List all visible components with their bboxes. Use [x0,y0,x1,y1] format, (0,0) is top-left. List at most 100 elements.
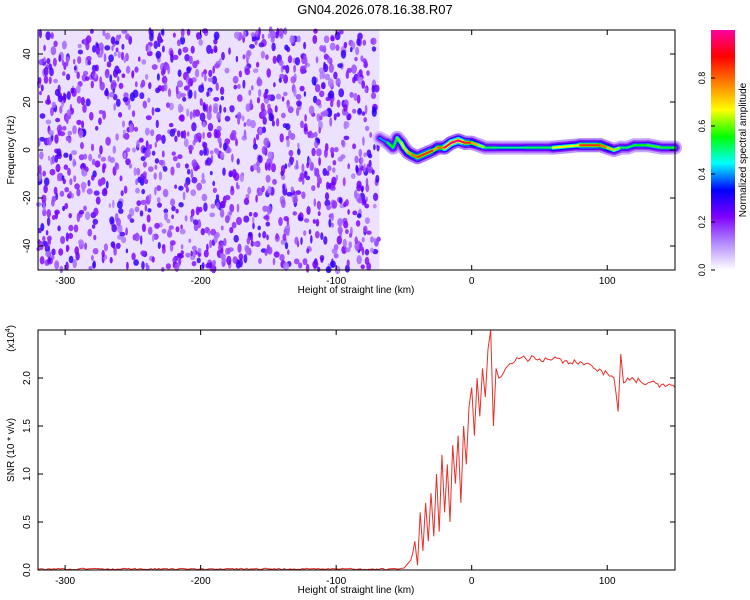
noise-speck [283,261,289,272]
noise-speck [54,88,60,97]
noise-speck [252,216,255,224]
ridge-segment [443,141,453,149]
noise-speck [203,69,208,75]
ridge-segment [477,144,487,149]
noise-speck [120,51,125,61]
noise-speck [263,137,270,147]
noise-speck [92,218,99,225]
noise-speck [249,44,255,49]
noise-speck [125,33,130,40]
noise-speck [323,63,329,73]
noise-speck [76,84,81,94]
noise-speck [340,154,346,159]
noise-speck [64,187,70,193]
noise-speck [39,256,45,265]
noise-speck [55,117,61,123]
noise-speck [219,201,225,208]
colorbar-label: Normalized spectral amplitude [738,82,749,217]
noise-speck [186,28,191,36]
noise-speck [206,44,212,55]
noise-speck [51,248,56,256]
noise-speck [123,132,130,140]
noise-speck [139,92,145,100]
noise-speck [359,242,363,252]
noise-speck [192,249,196,258]
noise-speck [90,143,95,152]
noise-speck [139,210,144,217]
noise-speck [319,255,325,261]
noise-speck [92,260,96,269]
noise-speck [46,137,52,146]
noise-speck [80,181,87,190]
noise-speck [85,35,92,44]
noise-speck [323,35,330,44]
noise-speck [53,186,58,195]
noise-speck [156,73,160,81]
noise-speck [357,107,362,115]
noise-speck [122,96,129,103]
ridge-segment [470,141,480,147]
noise-speck [154,107,161,113]
noise-speck [201,172,205,182]
noise-speck [210,203,216,209]
noise-speck [111,82,117,88]
noise-speck [190,189,196,197]
noise-speck [207,229,211,236]
noise-speck [188,55,193,65]
noise-speck [119,231,126,237]
noise-speck [362,136,365,146]
noise-speck [95,46,101,55]
ridge-segment [392,137,399,149]
noise-speck [178,202,184,208]
noise-speck [193,90,197,100]
noise-speck [166,218,171,224]
noise-speck [298,262,303,269]
noise-speck [125,65,131,74]
noise-speck [177,252,182,259]
noise-speck [371,169,375,175]
noise-speck [242,79,246,89]
noise-speck [58,54,62,62]
noise-speck [314,231,320,239]
noise-speck [295,93,302,100]
noise-speck [295,190,302,196]
noise-speck [174,263,180,272]
noise-speck [230,185,234,192]
noise-speck [313,198,317,207]
snr-series-line [37,329,676,571]
noise-speck [363,225,368,233]
noise-speck [220,225,224,231]
noise-speck [168,122,174,128]
noise-speck [93,190,100,196]
noise-speck [341,139,345,147]
noise-speck [154,141,158,148]
noise-speck [243,122,247,127]
noise-speck [45,242,49,250]
noise-speck [332,167,336,173]
noise-speck [313,28,318,34]
noise-speck [45,251,51,257]
noise-speck [69,178,73,186]
x-tick-label: -300 [55,576,75,587]
noise-speck [97,178,103,187]
x-tick-label: -200 [191,576,211,587]
noise-speck [267,33,271,39]
noise-speck [301,191,306,199]
noise-speck [102,163,107,170]
noise-speck [78,239,84,246]
noise-speck [213,128,218,139]
noise-speck [66,91,71,100]
noise-speck [303,218,310,223]
noise-speck [318,157,321,166]
noise-speck [192,109,196,118]
noise-speck [114,162,120,170]
noise-speck [103,53,107,63]
colorbar-tick-label: 0.6 [697,120,707,133]
noise-speck [328,90,335,99]
noise-speck [187,168,191,175]
noise-speck [306,206,311,215]
noise-speck [184,163,189,169]
noise-speck [114,65,120,74]
noise-speck [170,54,174,63]
